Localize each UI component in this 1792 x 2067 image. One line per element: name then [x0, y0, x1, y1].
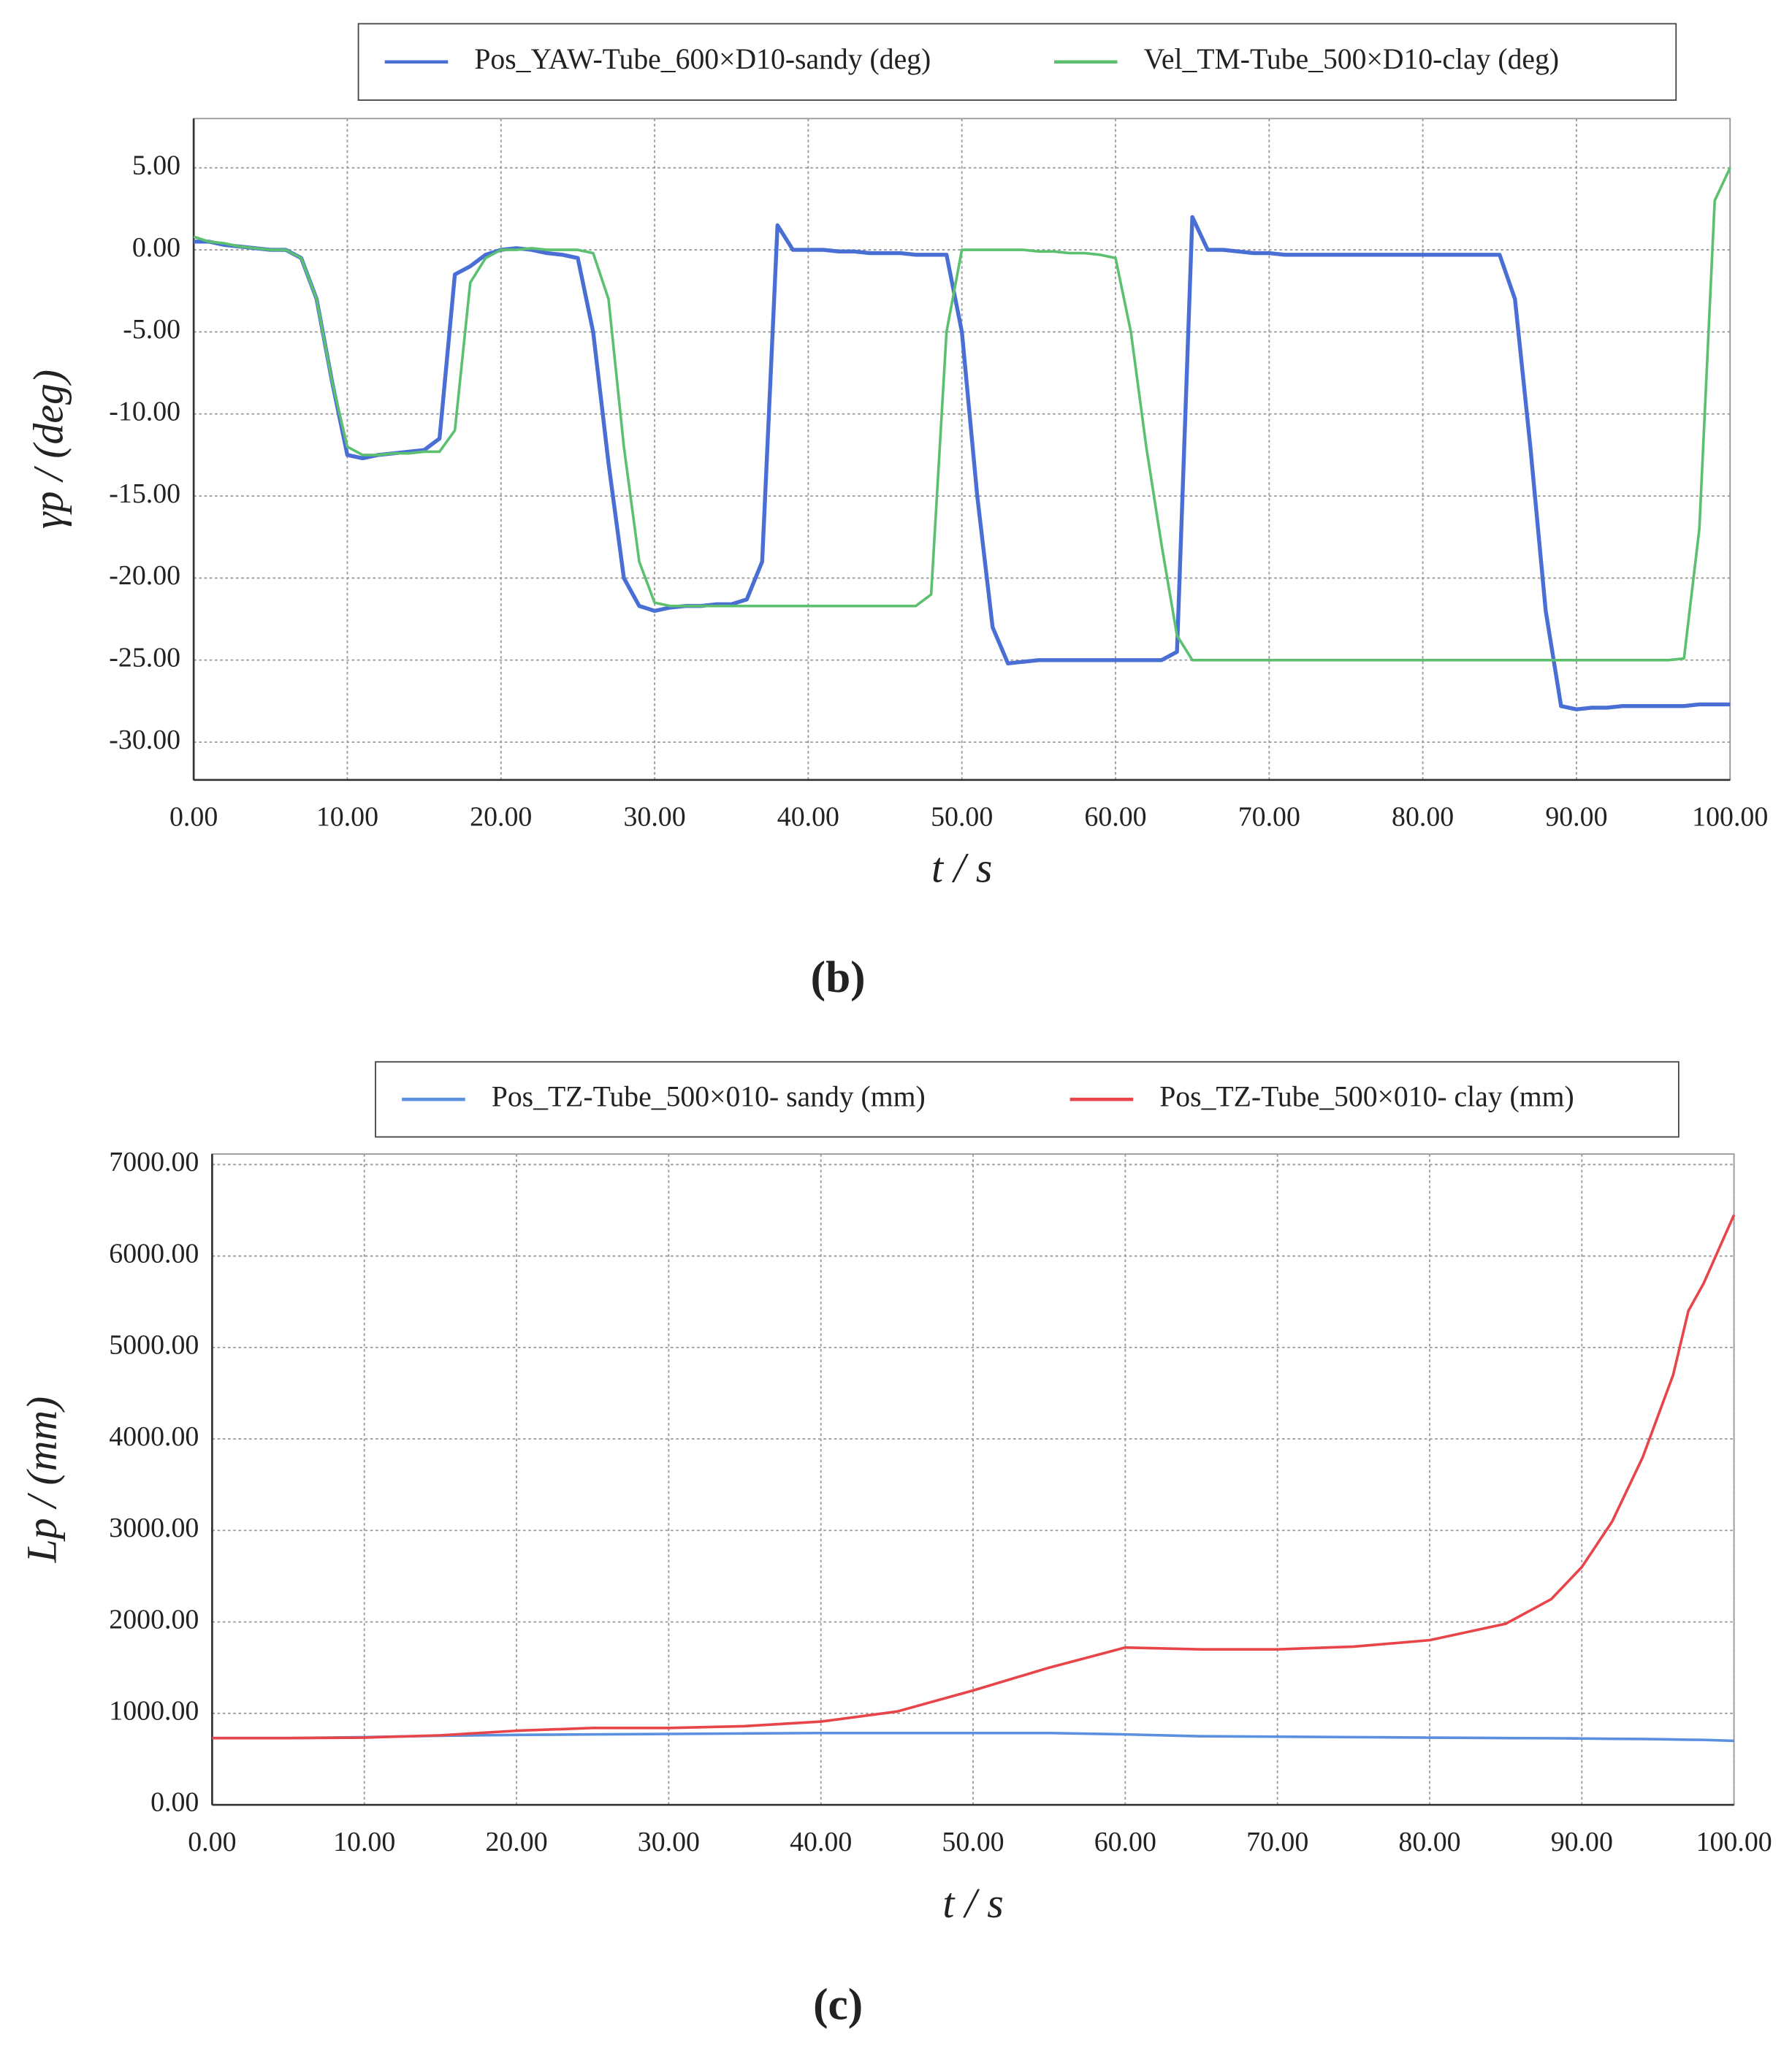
x-tick-label: 90.00: [1551, 1827, 1613, 1857]
x-tick-label: 40.00: [777, 802, 839, 833]
y-tick-label: 4000.00: [109, 1421, 199, 1452]
caption: (c): [813, 1980, 863, 2030]
y-tick-label: 0.00: [132, 232, 180, 263]
data-line: [193, 167, 1731, 662]
x-tick-label: 100.00: [1692, 802, 1768, 833]
x-tick-label: 50.00: [942, 1827, 1004, 1857]
y-tick-label: -25.00: [109, 642, 180, 673]
y-tick-label: -20.00: [109, 560, 180, 591]
legend-label: Pos_YAW-Tube_600×D10-sandy (deg): [474, 43, 931, 75]
x-tick-label: 90.00: [1545, 802, 1607, 833]
x-tick-label: 40.00: [790, 1827, 852, 1857]
x-axis-label: t / s: [942, 1881, 1003, 1927]
x-tick-label: 10.00: [316, 802, 378, 833]
x-axis-label: t / s: [931, 845, 992, 891]
x-tick-label: 10.00: [333, 1827, 395, 1857]
x-tick-label: 70.00: [1238, 802, 1300, 833]
y-tick-label: -30.00: [109, 725, 180, 755]
x-tick-label: 0.00: [188, 1827, 236, 1857]
y-tick-label: 1000.00: [109, 1696, 199, 1727]
x-tick-label: 100.00: [1696, 1827, 1772, 1857]
plot-area: [211, 1153, 1735, 1806]
y-tick-label: -10.00: [109, 396, 180, 427]
data-line: [194, 215, 1731, 711]
legend-label: Pos_TZ-Tube_500×010- clay (mm): [1159, 1080, 1574, 1112]
y-tick-label: 5.00: [132, 150, 180, 180]
caption: (b): [811, 952, 866, 1002]
x-tick-label: 80.00: [1392, 802, 1454, 833]
y-tick-label: 0.00: [150, 1787, 199, 1818]
y-tick-label: 3000.00: [109, 1513, 199, 1543]
x-tick-label: 0.00: [169, 802, 218, 833]
data-line: [212, 1731, 1734, 1743]
x-tick-label: 60.00: [1094, 1827, 1156, 1857]
plot-area: [193, 118, 1731, 781]
y-axis-label: γp / (deg): [26, 370, 72, 529]
data-line: [212, 1214, 1736, 1740]
legend-box: [357, 23, 1677, 101]
legend-label: Pos_TZ-Tube_500×010- sandy (mm): [492, 1080, 926, 1112]
legend-box: [375, 1061, 1679, 1138]
legend-label: Vel_TM-Tube_500×D10-clay (deg): [1144, 43, 1560, 75]
y-tick-label: 7000.00: [109, 1147, 199, 1177]
x-tick-label: 50.00: [931, 802, 993, 833]
x-tick-label: 30.00: [638, 1827, 700, 1857]
y-tick-label: -15.00: [109, 478, 180, 509]
y-tick-label: 5000.00: [109, 1330, 199, 1361]
x-tick-label: 30.00: [623, 802, 685, 833]
y-tick-label: 6000.00: [109, 1238, 199, 1269]
y-tick-label: -5.00: [123, 314, 180, 345]
x-tick-label: 20.00: [485, 1827, 547, 1857]
x-tick-label: 20.00: [470, 802, 532, 833]
y-axis-label: Lp / (mm): [19, 1397, 65, 1564]
y-tick-label: 2000.00: [109, 1604, 199, 1635]
x-tick-label: 60.00: [1084, 802, 1146, 833]
x-tick-label: 80.00: [1398, 1827, 1460, 1857]
x-tick-label: 70.00: [1246, 1827, 1308, 1857]
